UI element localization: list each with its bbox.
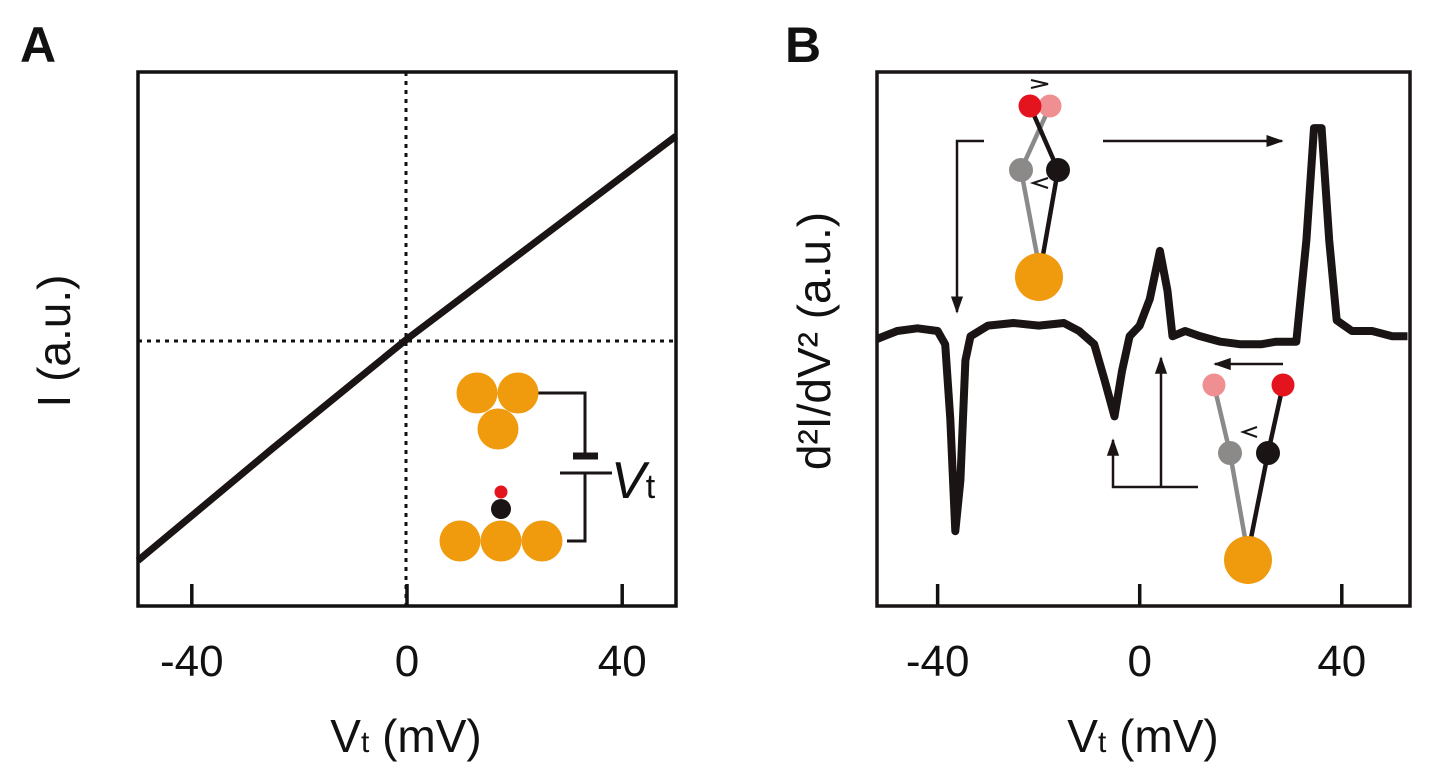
carbon-atom-displaced: [1009, 158, 1033, 182]
oxygen-atom-displaced: [1038, 94, 1062, 118]
x-tick-label-b: -40: [906, 637, 970, 686]
tip-apex-atom: [477, 408, 519, 450]
junction-schematic-inset: Vt: [439, 372, 656, 562]
pointer-arrow-to-small-dip: [1106, 438, 1198, 489]
y-axis-label-b: d²I/dV² (a.u.): [788, 212, 840, 470]
x-tick-label-b: 0: [1127, 637, 1151, 686]
motion-arrow-icon: [1030, 79, 1049, 89]
panel-a: A -40 0 40 I (a.u.) Vt (mV) Vt: [20, 17, 679, 762]
tip-atom: [1015, 253, 1063, 301]
motion-arrow-icon: [1029, 177, 1049, 189]
data-series-line-a: [135, 133, 679, 564]
x-axis-label-a: Vt (mV): [330, 710, 481, 762]
x-tick-label-a: 40: [598, 637, 647, 686]
substrate-atom: [480, 520, 522, 562]
plot-area-b: -40 0 40: [875, 124, 1408, 686]
axes-frame-b: [875, 70, 1412, 608]
plot-area-a: -40 0 40: [135, 133, 679, 686]
carbon-atom: [1046, 158, 1070, 182]
x-tick-label-b: 40: [1317, 637, 1366, 686]
oxygen-atom: [1271, 373, 1295, 397]
substrate-atom: [521, 520, 563, 562]
panel-letter-b: B: [785, 17, 821, 73]
carbon-atom-displaced: [1218, 441, 1242, 465]
tip-atom: [497, 372, 539, 414]
y-axis-label-a: I (a.u.): [28, 275, 80, 408]
tip-atom: [1224, 536, 1272, 584]
data-series-line-b: [875, 124, 1408, 536]
x-tick-label-a: 0: [395, 637, 419, 686]
tip-atom: [456, 372, 498, 414]
substrate-atom: [439, 520, 481, 562]
oxygen-atom: [1018, 94, 1042, 118]
panel-letter-a: A: [20, 17, 56, 73]
co-rotation-schematic-top: [950, 79, 1284, 314]
motion-arrow-icon: [1240, 426, 1258, 438]
x-tick-label-a: -40: [160, 637, 224, 686]
pointer-arrow-to-dip: [950, 139, 984, 314]
co-rotation-schematic-bottom: [1106, 356, 1295, 584]
x-axis-label-b: Vt (mV): [1067, 710, 1218, 762]
carbon-atom: [491, 499, 511, 519]
axes-frame-a: [136, 70, 678, 608]
oxygen-atom-displaced: [1202, 373, 1226, 397]
panel-b: B -40 0 40 d²I/dV² (a.u.) Vt (mV): [785, 17, 1412, 762]
carbon-atom: [1256, 441, 1280, 465]
oxygen-atom: [494, 485, 508, 499]
bias-voltage-label: Vt: [611, 452, 656, 510]
